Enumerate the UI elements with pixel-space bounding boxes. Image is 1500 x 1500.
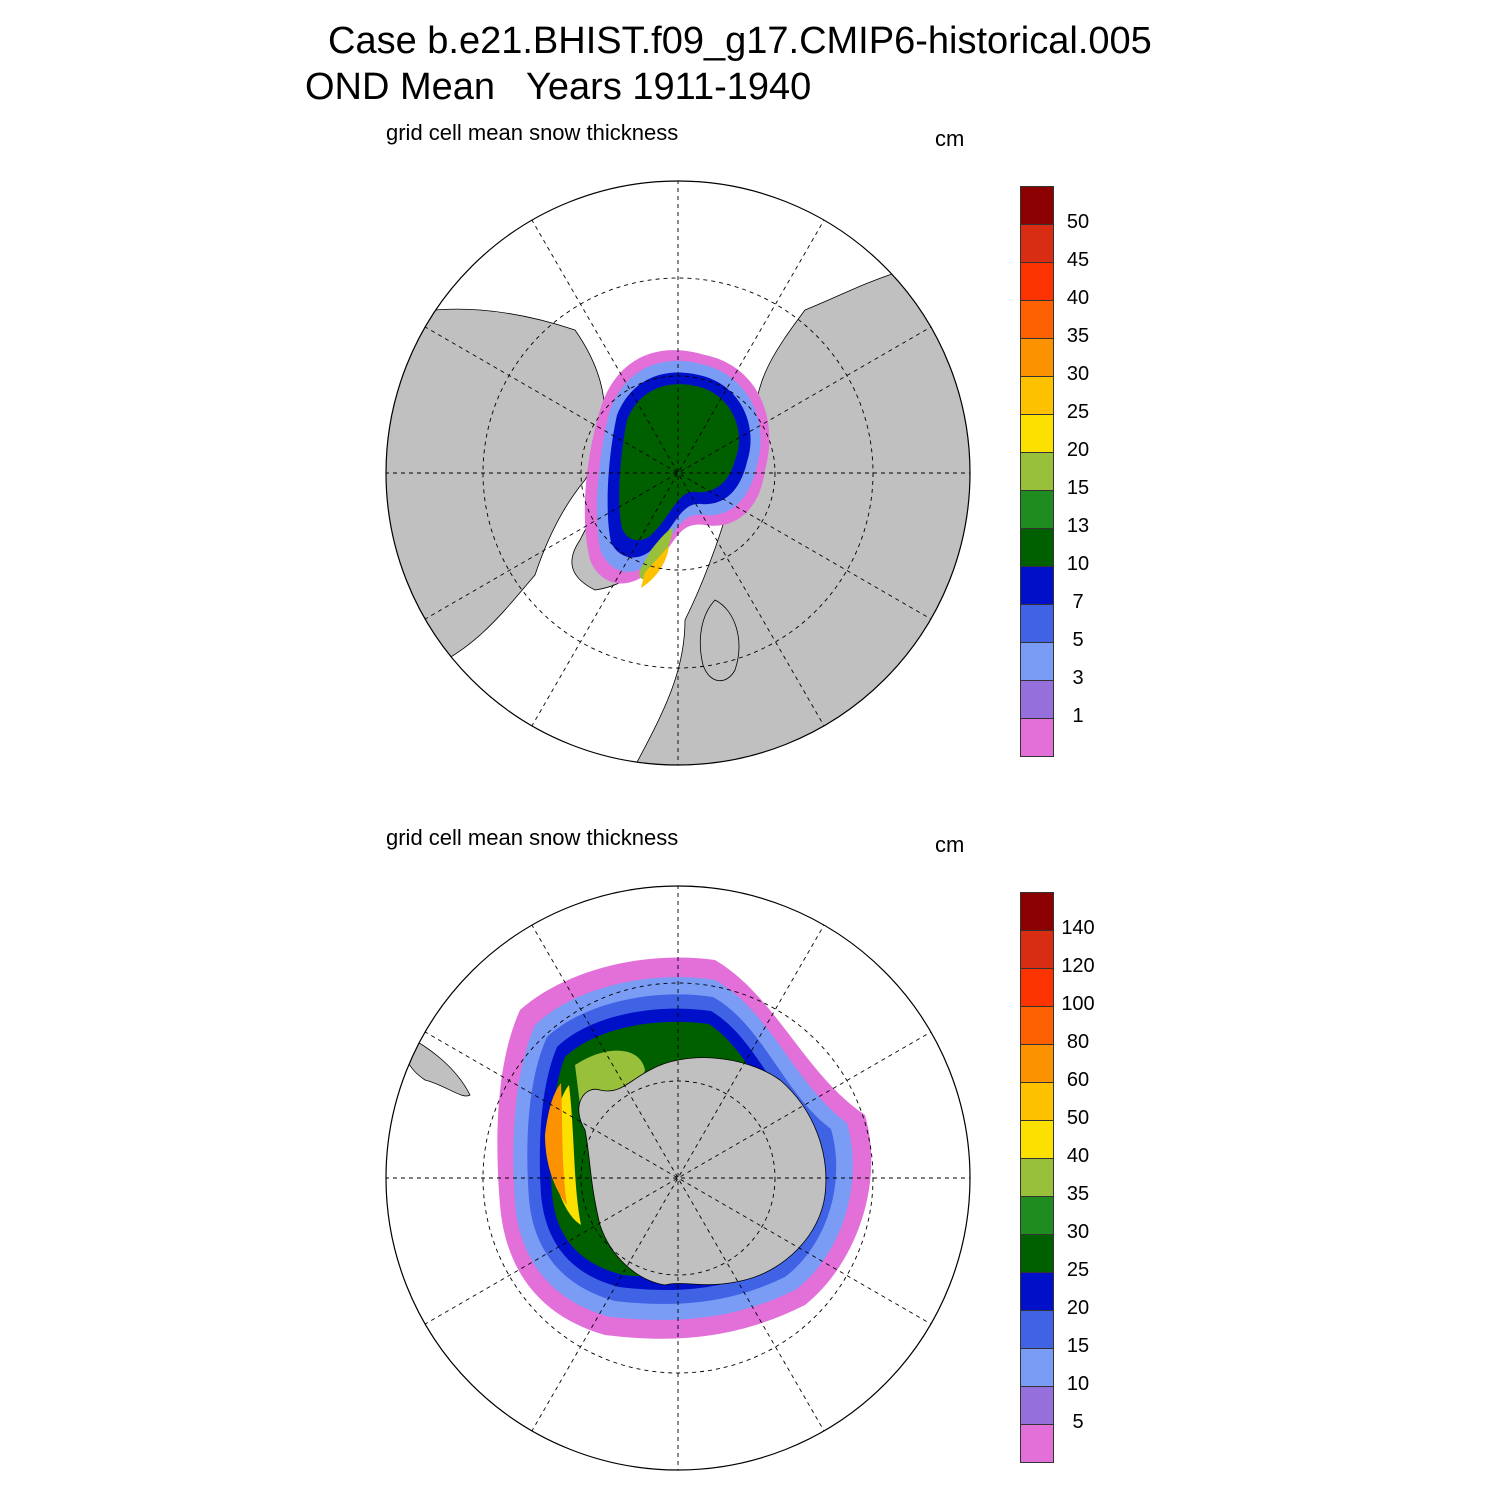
south-snow-band-7 (545, 1083, 567, 1205)
north-colorbar-label: 45 (1066, 249, 1090, 271)
south-colorbar-label: 15 (1066, 1335, 1090, 1357)
south-colorbar-label: 40 (1066, 1145, 1090, 1167)
south-colorbar-label: 30 (1066, 1221, 1090, 1243)
north-colorbar-swatch (1020, 528, 1054, 567)
south-colorbar-label: 100 (1061, 993, 1095, 1015)
north-colorbar-swatch (1020, 186, 1054, 225)
north-colorbar-swatch (1020, 604, 1054, 643)
north-colorbar-swatch (1020, 680, 1054, 719)
north-colorbar-swatch (1020, 338, 1054, 377)
south-polar-map (385, 885, 971, 1471)
north-colorbar-label: 50 (1066, 211, 1090, 233)
south-colorbar-swatch (1020, 892, 1054, 931)
north-colorbar-swatch (1020, 300, 1054, 339)
south-colorbar-label: 80 (1066, 1031, 1090, 1053)
north-colorbar (1020, 186, 1054, 757)
north-colorbar-label: 40 (1066, 287, 1090, 309)
south-colorbar-swatch (1020, 930, 1054, 969)
figure-title-line1: Case b.e21.BHIST.f09_g17.CMIP6-historica… (328, 20, 1152, 62)
south-panel-units: cm (935, 832, 965, 857)
north-colorbar-swatch (1020, 566, 1054, 605)
north-colorbar-label: 30 (1066, 363, 1090, 385)
south-colorbar-label: 25 (1066, 1259, 1090, 1281)
scandinavia-land (699, 599, 740, 682)
south-colorbar-label: 35 (1066, 1183, 1090, 1205)
north-snow-band-5 (639, 528, 673, 580)
north-colorbar-swatch (1020, 262, 1054, 301)
north-colorbar-label: 13 (1066, 515, 1090, 537)
south-colorbar-label: 20 (1066, 1297, 1090, 1319)
south-colorbar-swatch (1020, 1234, 1054, 1273)
north-colorbar-swatch (1020, 376, 1054, 415)
north-panel-units: cm (935, 126, 965, 151)
north-polar-map (385, 180, 971, 766)
north-colorbar-swatch (1020, 224, 1054, 263)
south-panel-title: grid cell mean snow thickness (386, 825, 679, 850)
south-colorbar-swatch (1020, 1386, 1054, 1425)
figure-title-line2: OND Mean Years 1911-1940 (305, 66, 812, 108)
north-colorbar-label: 35 (1066, 325, 1090, 347)
north-colorbar-label: 20 (1066, 439, 1090, 461)
north-colorbar-swatch (1020, 642, 1054, 681)
north-panel-title: grid cell mean snow thickness (386, 120, 679, 145)
south-colorbar-label: 120 (1061, 955, 1095, 977)
south-colorbar-label: 140 (1061, 917, 1095, 939)
north-colorbar-label: 5 (1072, 629, 1084, 651)
south-colorbar-label: 5 (1072, 1411, 1084, 1433)
north-colorbar-label: 25 (1066, 401, 1090, 423)
north-snow-band-6 (641, 546, 669, 588)
north-colorbar-swatch (1020, 718, 1054, 757)
south-colorbar (1020, 892, 1054, 1463)
south-colorbar-label: 10 (1066, 1373, 1090, 1395)
north-colorbar-label: 15 (1066, 477, 1090, 499)
south-colorbar-label: 60 (1066, 1069, 1090, 1091)
north-colorbar-label: 10 (1066, 553, 1090, 575)
antarctica-land (578, 1057, 827, 1286)
north-colorbar-label: 7 (1072, 591, 1084, 613)
south-colorbar-label: 50 (1066, 1107, 1090, 1129)
north-colorbar-label: 1 (1072, 705, 1084, 727)
north-colorbar-label: 3 (1072, 667, 1084, 689)
